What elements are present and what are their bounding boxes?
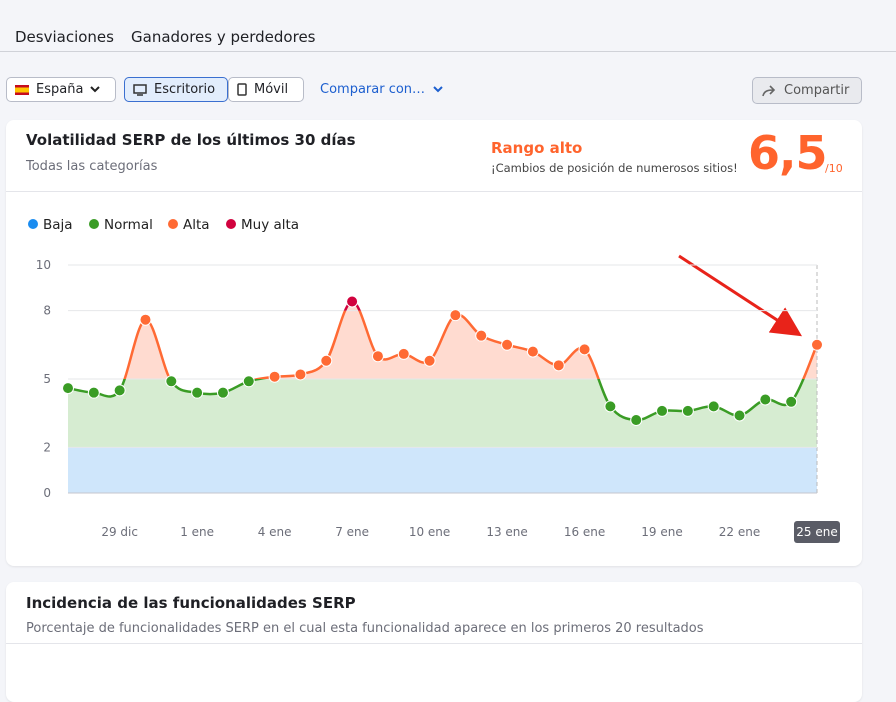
y-tick-label: 10	[36, 258, 51, 272]
desktop: Escritorio	[154, 82, 216, 97]
point	[578, 343, 591, 356]
point	[552, 359, 565, 372]
point	[759, 393, 772, 406]
x-tick-label: 29 dic	[101, 525, 138, 539]
legend-label: Muy alta	[241, 217, 299, 233]
score-note: ¡Cambios de posición de numerosos sitios…	[491, 161, 738, 175]
y-tick-label: 2	[43, 440, 51, 454]
chevron	[90, 86, 101, 93]
point	[604, 400, 617, 413]
x-tick-label: 4 ene	[258, 525, 292, 539]
chart: 0 2 5 8 10 Baja Normal Alta Muy alta 29 dic 1 ene 4…	[28, 217, 840, 543]
tab[interactable]: Ganadores y perdedores	[131, 28, 316, 46]
x-tick-label: 1 ene	[180, 525, 214, 539]
mobile-toggle[interactable]: Móvil	[228, 77, 304, 102]
chevron	[433, 86, 443, 93]
point	[423, 354, 436, 367]
level-band	[68, 447, 817, 493]
tab-bar	[0, 0, 896, 52]
mobile-icon	[237, 83, 247, 96]
point	[62, 382, 74, 395]
point	[371, 350, 384, 363]
card-title: Volatilidad SERP de los últimos 30 días	[26, 131, 356, 149]
point	[733, 409, 746, 422]
card-subtitle: Todas las categorías	[26, 159, 158, 174]
legend-dot	[226, 219, 236, 229]
x-tick-label: 22 ene	[719, 525, 760, 539]
point	[216, 386, 229, 399]
x-tick-label: 16 ene	[564, 525, 605, 539]
y-tick-label: 5	[43, 372, 51, 386]
x-tick-label: 19 ene	[641, 525, 682, 539]
legend-label: Alta	[183, 217, 210, 233]
point	[501, 338, 514, 351]
legend-dot	[168, 219, 178, 229]
score-scale: /10	[825, 162, 843, 175]
country-select[interactable]: España	[6, 77, 116, 102]
compare-menu[interactable]: Comparar con…	[320, 82, 443, 97]
point	[681, 404, 694, 417]
point	[811, 338, 823, 351]
score: 6,5	[748, 126, 827, 180]
divider	[6, 643, 862, 644]
annotation-arrow	[678, 254, 803, 337]
card-title: Incidencia de las funcionalidades SERP	[26, 594, 356, 612]
legend-label: Normal	[104, 217, 153, 233]
legend-label: Baja	[43, 217, 73, 233]
card-subtitle: Porcentaje de funcionalidades SERP en el…	[26, 621, 704, 636]
point	[526, 345, 539, 358]
point	[113, 384, 126, 397]
share-button[interactable]: Compartir	[752, 77, 862, 104]
point	[630, 414, 643, 427]
point	[785, 395, 798, 408]
mobile: Móvil	[254, 82, 289, 97]
divider	[6, 191, 862, 192]
point	[346, 295, 359, 308]
desktop-toggle[interactable]: Escritorio	[124, 77, 228, 102]
x-tick-highlight	[794, 521, 840, 543]
legend-dot	[28, 219, 38, 229]
y-tick-label: 0	[43, 486, 51, 500]
point	[475, 329, 488, 342]
x-tick-label: 10 ene	[409, 525, 450, 539]
compare: Comparar con…	[320, 82, 426, 97]
flag	[15, 84, 29, 95]
score-label: Rango alto	[491, 139, 583, 157]
point	[191, 386, 204, 399]
point	[707, 400, 720, 413]
tab[interactable]: Desviaciones	[15, 28, 114, 46]
point	[656, 404, 669, 417]
point	[320, 354, 333, 367]
x-tick-label: 25 ene	[796, 525, 837, 539]
x-tick-label: 13 ene	[486, 525, 527, 539]
share: Compartir	[784, 83, 850, 98]
level-band	[68, 310, 817, 379]
point	[294, 368, 307, 381]
point	[449, 309, 462, 322]
point	[397, 347, 410, 360]
point	[165, 375, 178, 388]
point	[242, 375, 255, 388]
point	[268, 370, 281, 383]
x-tick-label: 7 ene	[335, 525, 369, 539]
country: España	[36, 82, 84, 97]
line	[123, 310, 819, 380]
point	[139, 313, 152, 326]
desktop-icon	[133, 83, 147, 96]
y-tick-label: 8	[43, 304, 51, 318]
legend-dot	[89, 219, 99, 229]
point	[87, 386, 100, 399]
share-icon	[762, 84, 776, 96]
